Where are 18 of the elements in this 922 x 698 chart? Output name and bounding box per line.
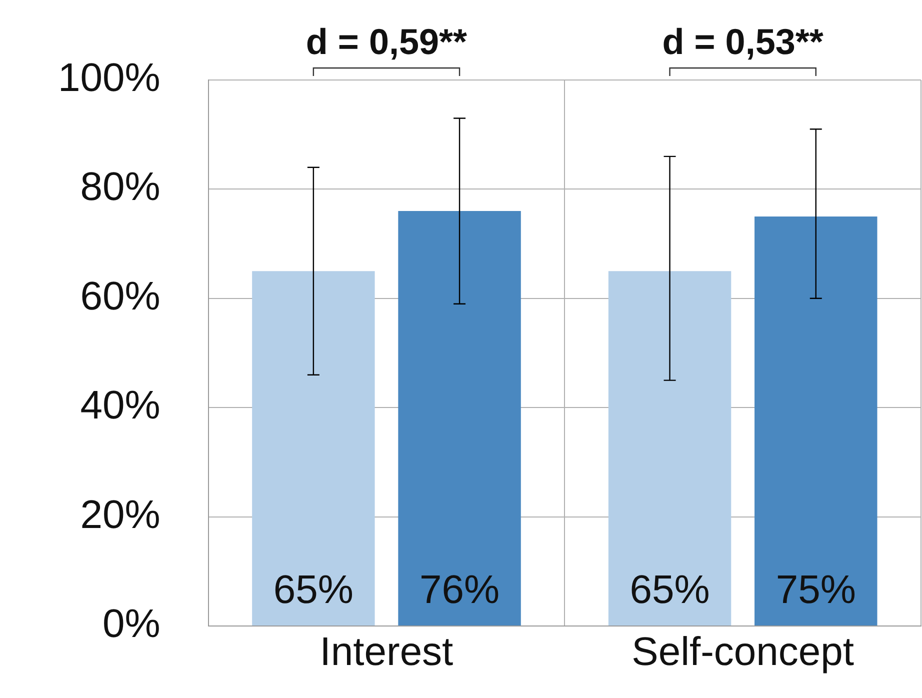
bar [608, 271, 732, 626]
y-tick-label: 100% [58, 56, 160, 100]
x-tick-label: Self-concept [632, 630, 854, 674]
bar [754, 216, 878, 626]
x-tick-label: Interest [320, 630, 454, 674]
y-tick-label: 60% [80, 274, 160, 318]
text: d = 0,53** [662, 20, 824, 62]
data-label: 65% [273, 568, 354, 612]
y-tick-label: 0% [102, 602, 160, 646]
bar [252, 271, 375, 626]
bar [398, 211, 521, 626]
y-tick-label: 80% [80, 165, 160, 210]
y-tick-label: 40% [80, 384, 160, 428]
data-label: 65% [630, 568, 710, 612]
text: d = 0,59** [306, 20, 468, 62]
y-tick-label: 20% [80, 492, 160, 537]
data-label: 75% [776, 568, 856, 612]
data-label: 76% [420, 568, 500, 612]
